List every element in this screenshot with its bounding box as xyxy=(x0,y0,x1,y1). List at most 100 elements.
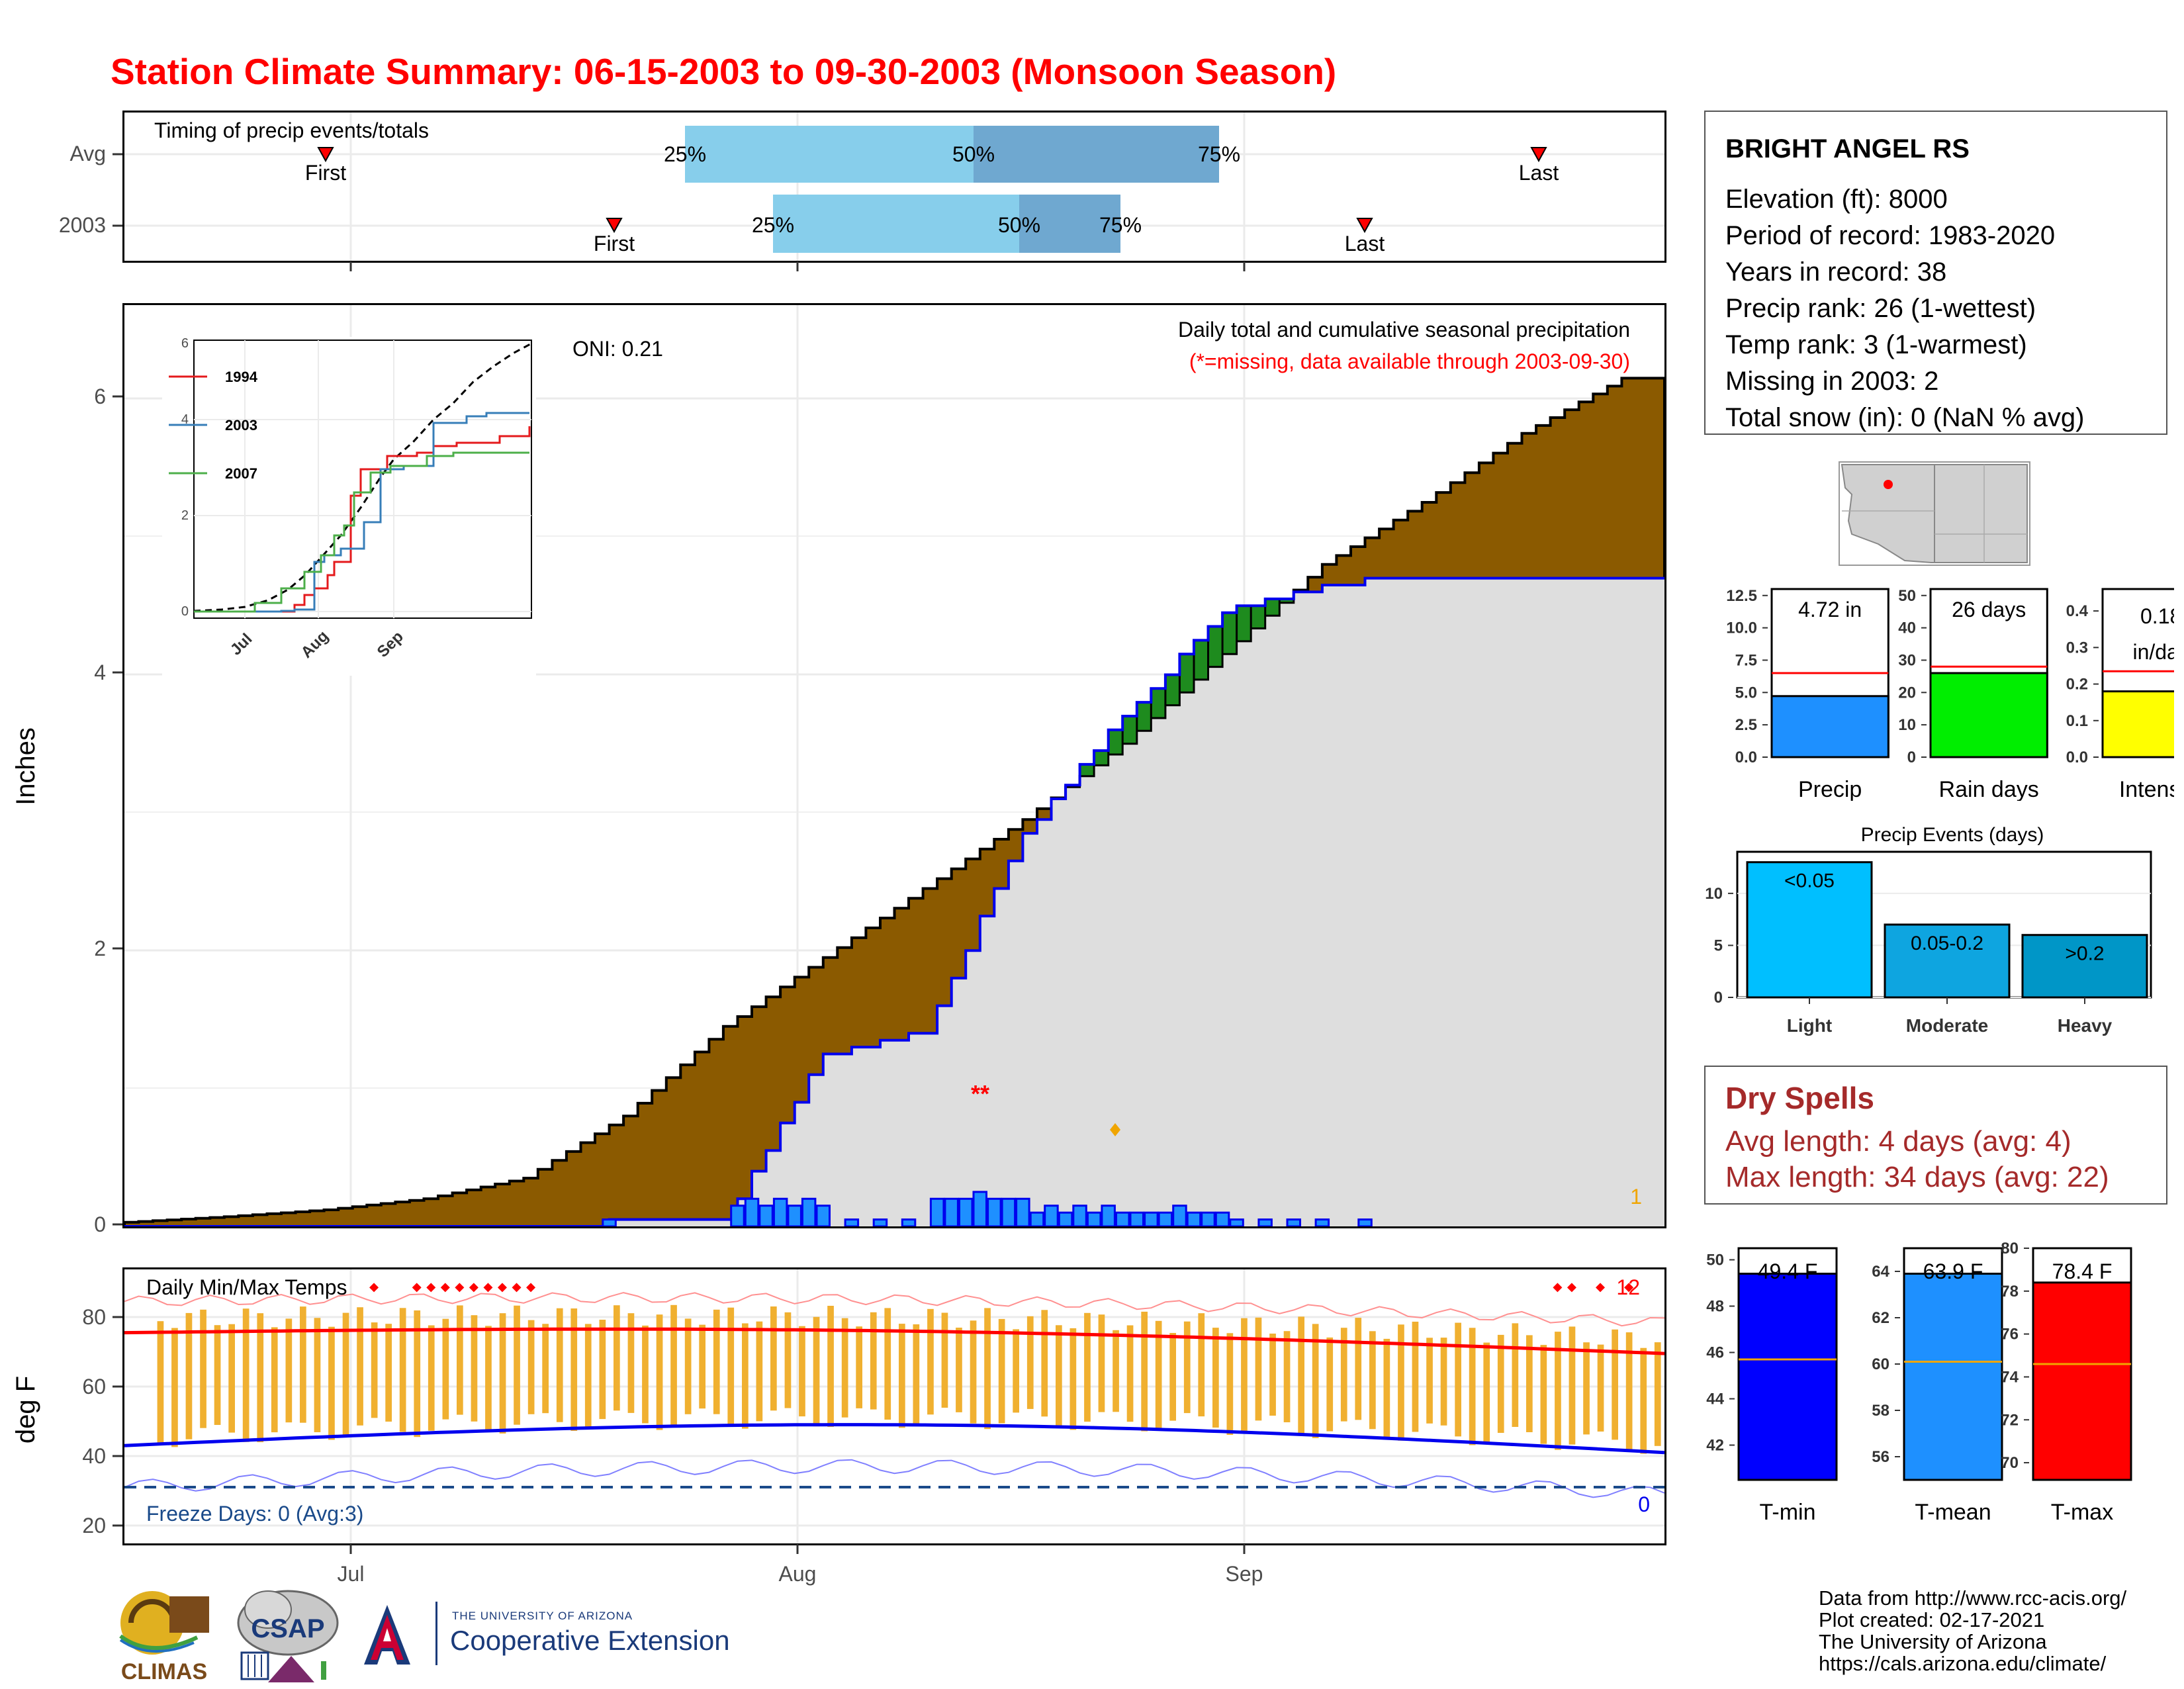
mini-label: Intensity xyxy=(2119,777,2174,801)
daily-temp-bar xyxy=(1198,1313,1205,1417)
daily-temp-bar xyxy=(185,1312,193,1439)
daily-temp-bar xyxy=(1483,1342,1490,1443)
mini-ytick: 0.0 xyxy=(1735,749,1757,766)
record-high-marker xyxy=(369,1283,379,1293)
events-title: Precip Events (days) xyxy=(1860,824,2044,846)
ua-logo-small-text: THE UNIVERSITY OF ARIZONA xyxy=(452,1610,633,1622)
precip-events-chart: 0 5 10 <0.05 Light 0.05-0.2 Moderate >0.2 Heavy xyxy=(1705,850,2152,1036)
daily-temp-bar xyxy=(1612,1329,1618,1440)
main-ytick-6: 6 xyxy=(94,385,106,408)
ua-logo-big-text: Cooperative Extension xyxy=(450,1625,730,1656)
daily-temp-bar xyxy=(1625,1332,1633,1451)
daily-temp-bar xyxy=(1597,1344,1604,1432)
station-location-dot xyxy=(1884,480,1893,489)
daily-temp-bar xyxy=(556,1308,563,1422)
rain-days-mini-chart: 0 10 20 30 40 50 26 days Rain days xyxy=(1898,587,2048,801)
event-bar-value: <0.05 xyxy=(1784,870,1835,892)
main-ytick-4: 4 xyxy=(94,661,106,684)
daily-temp-bar xyxy=(742,1323,749,1429)
temp-summary-ytick: 80 xyxy=(2001,1240,2019,1257)
temp-summary-ytick: 64 xyxy=(1872,1263,1889,1281)
daily-temp-bar xyxy=(399,1308,406,1432)
2003-last-marker xyxy=(1356,218,1373,234)
record-high-marker xyxy=(469,1283,478,1293)
daily-temp-bar xyxy=(941,1312,948,1408)
timing-axis-labels: Avg 2003 xyxy=(59,142,122,237)
mini-ytick: 0.4 xyxy=(2066,602,2089,620)
2003-iqr-low-bar xyxy=(773,195,1019,253)
main-label-2: (*=missing, data available through 2003-… xyxy=(1189,349,1630,373)
record-high-marker xyxy=(497,1283,507,1293)
station-elevation: Elevation (ft): 8000 xyxy=(1725,185,1948,214)
record-high-marker xyxy=(483,1283,493,1293)
daily-precip-bar xyxy=(987,1197,1002,1226)
temp-summary-ytick: 48 xyxy=(1706,1298,1724,1316)
mini-ytick: 0.3 xyxy=(2066,639,2088,657)
timing-title: Timing of precip events/totals xyxy=(154,118,429,142)
temp-summary-ytick: 70 xyxy=(2001,1454,2019,1472)
station-temp-rank: Temp rank: 3 (1-warmest) xyxy=(1725,330,2027,359)
station-precip-rank: Precip rank: 26 (1-wettest) xyxy=(1725,294,2036,323)
temp-summary-ytick: 74 xyxy=(2001,1368,2019,1386)
daily-precip-bar xyxy=(1101,1205,1116,1226)
temp-summary-ytick: 58 xyxy=(1872,1402,1889,1420)
daily-temp-bar xyxy=(1497,1334,1504,1433)
inset-ytick-2: 2 xyxy=(181,508,189,523)
cumulative-precip-2003-area xyxy=(124,578,1664,1226)
climas-logo: CLIMAS xyxy=(119,1591,209,1684)
mini-ytick: 30 xyxy=(1898,651,1916,669)
temp-summary-ytick: 50 xyxy=(1706,1252,1724,1269)
daily-temp-bar xyxy=(927,1308,934,1415)
daily-temp-bar xyxy=(827,1306,834,1427)
inset-chart: 0 2 4 6 1994 2003 2007 Jul Aug Sep xyxy=(162,337,536,676)
avg-iqr-low-bar xyxy=(685,126,974,183)
daily-precip-bar xyxy=(744,1197,760,1226)
daily-temp-bar xyxy=(442,1318,449,1420)
daily-temp-bar xyxy=(1583,1342,1590,1435)
daily-precip-bar xyxy=(944,1197,959,1226)
daily-precip-bar xyxy=(1314,1218,1330,1226)
daily-temp-bar xyxy=(870,1312,877,1410)
daily-temp-bar xyxy=(570,1308,578,1431)
daily-temp-bar xyxy=(471,1315,478,1422)
mini-ytick: 12.5 xyxy=(1726,587,1757,605)
daily-precip-bar xyxy=(815,1205,831,1226)
timing-panel: Timing of precip events/totals 25% 50% 7… xyxy=(122,111,1666,263)
daily-temp-bar xyxy=(614,1305,620,1411)
daily-temp-bar xyxy=(970,1320,977,1424)
daily-temp-bar xyxy=(457,1305,463,1415)
daily-temp-bar xyxy=(428,1325,435,1431)
xtick-aug: Aug xyxy=(779,1562,817,1586)
daily-temp-bar xyxy=(1155,1320,1162,1431)
mini-ytick: 40 xyxy=(1898,619,1916,637)
main-precip-panel: ** ONI: 0.21 Daily total and cumulative … xyxy=(122,303,1666,1228)
page-title: Station Climate Summary: 06-15-2003 to 0… xyxy=(111,51,1337,92)
daily-temp-bar xyxy=(171,1328,178,1447)
mini-ytick: 0.2 xyxy=(2066,676,2088,694)
main-oni: ONI: 0.21 xyxy=(572,337,663,361)
main-ytick-0: 0 xyxy=(94,1212,106,1236)
daily-bar-marker xyxy=(1110,1123,1120,1136)
daily-temp-bar xyxy=(756,1321,763,1422)
mini-ytick: 0.1 xyxy=(2066,712,2088,730)
daily-temp-bar xyxy=(770,1306,777,1411)
record-high-marker xyxy=(412,1283,422,1293)
event-bar xyxy=(1884,923,2011,999)
temp-summary-bar xyxy=(1903,1273,2003,1481)
inset-legend-2003: 2003 xyxy=(225,417,257,434)
station-years: Years in record: 38 xyxy=(1725,257,1947,287)
event-bar-value: 0.05-0.2 xyxy=(1911,933,1983,954)
main-ylabel: Inches xyxy=(11,727,40,805)
daily-temp-bar xyxy=(1084,1312,1091,1422)
mini-label: Precip xyxy=(1798,777,1862,801)
record-high-marker xyxy=(1624,1283,1634,1293)
daily-temp-bar xyxy=(1455,1322,1461,1437)
record-high-marker xyxy=(440,1283,450,1293)
daily-temp-bar xyxy=(984,1308,991,1430)
daily-temp-bar xyxy=(998,1318,1005,1424)
temp-summary-label: T-mean xyxy=(1915,1500,1991,1525)
temp-summary-bars: 42 44 46 48 50 49.4 F T-min 56 58 60 62 64 63.9 F T-m… xyxy=(1706,1240,2132,1525)
daily-precip-bar xyxy=(901,1218,917,1226)
temp-ytick-40: 40 xyxy=(82,1444,106,1468)
avg-max-line xyxy=(124,1327,1664,1355)
